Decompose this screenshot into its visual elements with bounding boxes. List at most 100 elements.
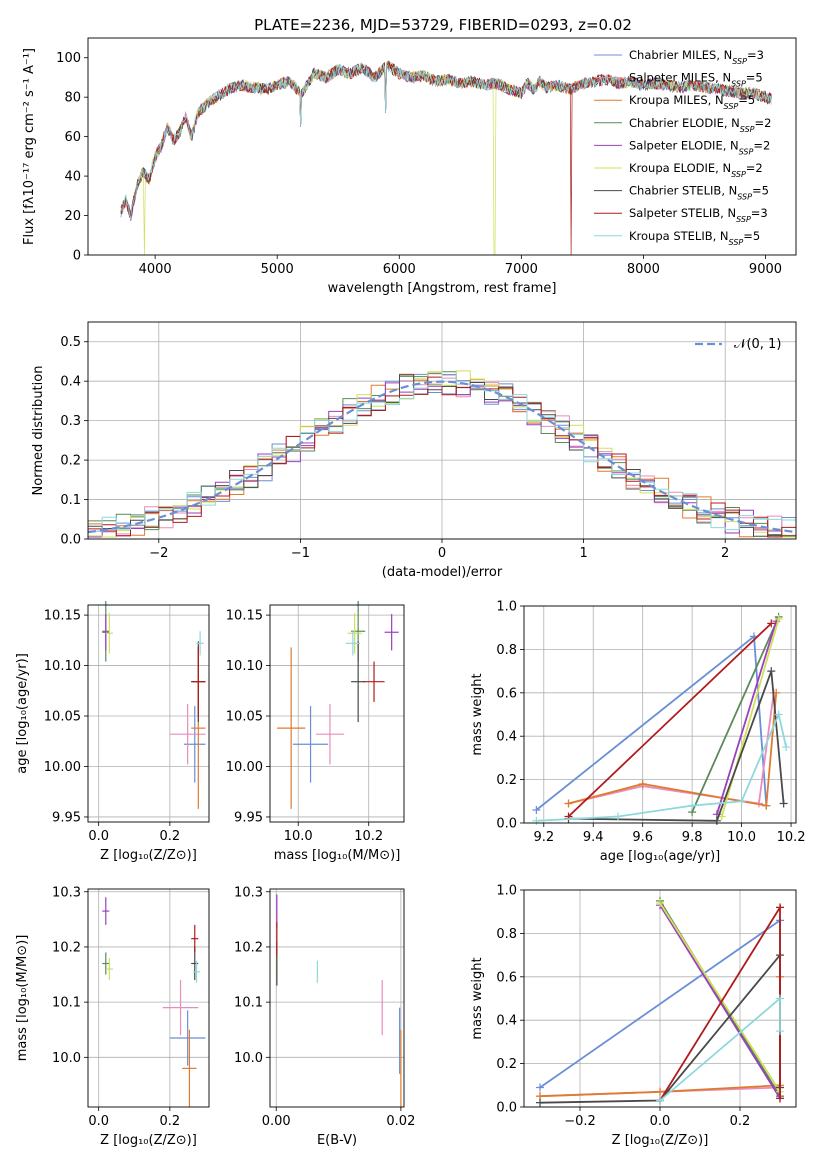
y-tick-label: 0.8 xyxy=(496,927,517,942)
weight-marker xyxy=(638,779,647,788)
weight-marker xyxy=(737,797,746,806)
data-point xyxy=(315,703,345,765)
weight-marker xyxy=(532,816,541,825)
y-tick-label: 0.2 xyxy=(60,454,81,469)
plot-area xyxy=(532,612,791,825)
data-point xyxy=(191,924,199,953)
x-axis-label: Z [log₁₀(Z/Z⊙)] xyxy=(612,1133,709,1148)
x-tick-label: 9000 xyxy=(749,262,782,277)
weight-marker xyxy=(656,1096,664,1105)
data-point xyxy=(347,613,362,654)
legend-entry: Salpeter MILES, NSSP=5 xyxy=(629,71,763,89)
weight-marker xyxy=(536,1098,544,1107)
y-tick-label: 10.00 xyxy=(44,760,81,775)
y-tick-label: 20 xyxy=(64,209,81,224)
weight-series xyxy=(532,710,791,825)
axis: 0.00 0.02 10.0 10.1 10.2 10.3 xyxy=(234,885,415,1129)
y-axis-label: mass weight xyxy=(470,957,485,1039)
y-tick-label: 10.1 xyxy=(234,996,263,1011)
y-tick-label: 10.0 xyxy=(52,1051,81,1066)
weight-series xyxy=(564,688,781,810)
y-tick-label: 10.3 xyxy=(52,885,81,900)
normal-curve xyxy=(87,380,797,534)
weight-series xyxy=(564,619,776,821)
weight-series xyxy=(656,899,784,1096)
y-tick-label: 0.2 xyxy=(496,1057,517,1072)
axes-frame xyxy=(87,888,210,1108)
axes-frame xyxy=(523,605,797,824)
y-tick-label: 0.4 xyxy=(496,1014,517,1029)
y-tick-label: 0.4 xyxy=(60,375,81,390)
weight-vs-age-panel: 9.2 9.4 9.6 9.8 10.0 10.2 0.0 0.2 0.4 0.6 0.8 1.0 ag… xyxy=(470,600,806,865)
x-tick-label: −1 xyxy=(291,546,310,561)
data-point xyxy=(196,631,204,656)
weight-line xyxy=(659,904,781,1099)
residual-panel: −2 −1 0 1 2 0.0 0.1 0.2 0.3 0.4 0.5 (data-model)/er… xyxy=(31,321,797,580)
data-point xyxy=(169,703,206,765)
y-tick-label: 10.10 xyxy=(226,659,263,674)
data-point xyxy=(105,957,113,981)
age-vs-z-panel: 0.0 0.2 9.95 10.00 10.05 10.10 10.15 Z [log₁₀(Z… xyxy=(15,600,210,863)
data-point xyxy=(105,613,113,654)
weight-marker xyxy=(774,615,783,624)
data-point xyxy=(191,646,206,718)
y-axis-label: mass [log₁₀(M/M⊙)] xyxy=(15,935,30,1062)
x-tick-label: 0.2 xyxy=(160,1114,181,1129)
y-tick-label: 40 xyxy=(64,170,81,185)
weight-line xyxy=(568,670,785,822)
weight-line xyxy=(568,692,778,807)
x-tick-label: 0.02 xyxy=(386,1114,415,1129)
y-tick-label: 80 xyxy=(64,91,81,106)
x-axis-label: (data-model)/error xyxy=(382,565,503,580)
grid-lines xyxy=(524,889,796,1108)
data-point xyxy=(292,705,329,783)
grid-lines xyxy=(270,605,404,822)
x-axis-label: Z [log₁₀(Z/Z⊙)] xyxy=(100,1133,197,1148)
data-point xyxy=(169,1010,206,1066)
weight-marker xyxy=(532,805,541,814)
legend-entry: Chabrier MILES, NSSP=3 xyxy=(629,48,764,66)
y-tick-label: 10.05 xyxy=(226,710,263,725)
axis: 4000 5000 6000 7000 8000 9000 0 20 40 60 80 100 xyxy=(56,51,782,277)
figure-title: PLATE=2236, MJD=53729, FIBERID=0293, z=0… xyxy=(254,16,632,34)
x-tick-label: 1 xyxy=(579,546,587,561)
axes-frame xyxy=(523,889,797,1108)
y-tick-label: 10.3 xyxy=(234,885,263,900)
plot-area xyxy=(87,370,797,538)
histogram-step xyxy=(88,374,796,532)
axis: −2 −1 0 1 2 0.0 0.1 0.2 0.3 0.4 0.5 xyxy=(60,335,729,561)
weight-line xyxy=(659,904,781,1101)
y-tick-label: 10.10 xyxy=(44,659,81,674)
weight-marker xyxy=(776,1094,784,1103)
mass-vs-z-panel: 0.0 0.2 10.0 10.1 10.2 10.3 Z [log₁₀(Z/Z⊙)] mas… xyxy=(15,885,210,1148)
mass-vs-ebv-panel: 0.00 0.02 10.0 10.1 10.2 10.3 E(B-V) xyxy=(234,885,415,1148)
y-tick-label: 10.15 xyxy=(226,609,263,624)
weight-vs-z-panel: −0.2 0.0 0.2 0.0 0.2 0.4 0.6 0.8 1.0 Z [log₁₀(Z/Z… xyxy=(470,884,797,1148)
x-tick-label: 8000 xyxy=(627,262,660,277)
plot-area xyxy=(102,897,206,1107)
x-axis-label: age [log₁₀(age/yr)] xyxy=(600,849,721,864)
y-tick-label: 1.0 xyxy=(496,884,517,899)
data-point xyxy=(363,661,385,702)
axis: 0.0 0.2 10.0 10.1 10.2 10.3 xyxy=(52,885,180,1129)
y-tick-label: 60 xyxy=(64,130,81,145)
grid-lines xyxy=(88,605,209,822)
weight-marker xyxy=(776,1027,784,1036)
y-tick-label: 0.3 xyxy=(60,414,81,429)
legend-entry: Kroupa STELIB, NSSP=5 xyxy=(629,229,760,247)
y-tick-label: 0.2 xyxy=(496,773,517,788)
axes-frame xyxy=(269,604,405,823)
y-tick-label: 100 xyxy=(56,51,81,66)
weight-marker xyxy=(774,710,783,719)
weight-marker xyxy=(564,799,573,808)
x-tick-label: 7000 xyxy=(505,262,538,277)
weight-marker xyxy=(656,899,664,908)
legend-entry: Salpeter STELIB, NSSP=3 xyxy=(629,206,768,224)
weight-line xyxy=(659,996,781,1102)
data-point xyxy=(277,647,306,809)
axis: −0.2 0.0 0.2 0.0 0.2 0.4 0.6 0.8 1.0 xyxy=(496,884,750,1130)
weight-line xyxy=(536,711,787,822)
legend-entry: Salpeter ELODIE, NSSP=2 xyxy=(629,138,770,156)
weight-line xyxy=(659,902,781,1093)
axes-frame xyxy=(87,37,797,256)
